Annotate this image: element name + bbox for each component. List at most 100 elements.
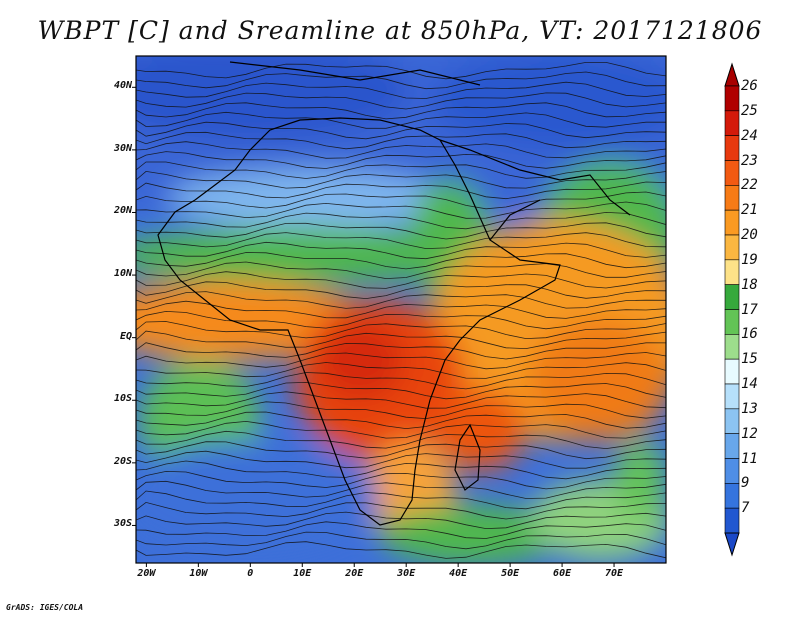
colorbar-label: 11 [741,450,758,467]
colorbar-swatch [724,358,740,385]
streamline [136,111,666,129]
colorbar-swatch [724,383,740,410]
colorbar-label: 12 [741,425,758,442]
lon-label: 70E [605,568,624,579]
lon-label: 30E [397,568,416,579]
colorbar-swatch [724,160,740,186]
streamline [136,362,666,379]
streamline [136,420,666,439]
streamline [136,201,666,219]
streamline [136,281,666,300]
streamline [136,211,666,230]
lat-label: 30N [113,142,132,154]
grads-credit: GrADS: IGES/COLA [6,603,84,612]
colorbar-label: 13 [741,400,758,417]
streamline [136,271,666,289]
streamline [136,511,666,530]
colorbar-label: 16 [741,326,758,343]
lon-label: 10E [293,568,312,579]
streamline [136,92,666,110]
colorbar-label: 24 [741,127,758,144]
streamline [136,181,666,200]
streamline [136,531,666,550]
lat-label: 40N [113,80,132,92]
streamline [136,450,666,469]
colorbar-label: 7 [741,500,750,517]
colorbar-high-arrow [724,62,740,87]
colorbar-swatch [724,209,740,236]
streamline [136,411,666,430]
streamline [136,151,666,169]
colorbar-label: 17 [741,301,758,318]
map-title: WBPT [C] and Sreamline at 850hPa, VT: 20… [37,16,763,45]
streamline [136,232,666,250]
colorbar-label: 14 [741,376,758,392]
lon-label: 50E [501,568,520,579]
colorbar-swatch [724,309,740,335]
colorbar-swatch [724,433,740,459]
lon-label: 60E [553,568,572,579]
streamline [136,121,666,140]
streamline [136,460,666,480]
streamline [136,81,666,99]
lon-label: 20W [137,568,156,579]
lat-label: 30S [113,518,132,530]
streamline [136,470,666,490]
colorbar-swatch [724,135,740,161]
lat-label: 10S [113,393,132,405]
colorbar-swatch [724,483,740,509]
streamline [136,291,666,309]
streamline [136,342,666,360]
colorbar-label: 15 [741,351,758,368]
streamline [136,401,666,420]
streamline [136,501,666,520]
colorbar-swatch [724,110,740,136]
streamline [136,252,666,270]
map-frame [135,55,667,564]
streamline [136,310,666,330]
lat-label: 10N [113,268,132,280]
streamline [136,141,666,159]
colorbar-swatch [724,458,740,484]
streamline [136,521,666,539]
colorbar-label: 19 [741,251,758,268]
colorbar-label: 18 [741,276,758,293]
lon-label: 40E [449,568,468,579]
colorbar-label: 20 [741,227,758,243]
colorbar-label: 9 [741,475,750,492]
lat-label: EQ [119,330,132,342]
streamline [136,430,666,450]
colorbar-swatch [724,185,740,211]
streamline [136,71,666,90]
colorbar-swatch [724,259,740,285]
colorbar-swatch [724,234,740,261]
streamline [136,241,666,260]
streamline [136,441,666,460]
colorbar-label: 26 [741,78,758,94]
lat-label: 20S [113,455,132,467]
streamline [136,62,666,80]
colorbar-swatch [724,408,740,434]
lon-label: 20E [345,568,364,579]
lon-label: 0 [247,568,254,579]
streamline [136,131,666,150]
streamline [136,261,666,280]
wbpt-field [136,56,666,563]
colorbar-swatch [724,507,740,534]
streamline [136,372,666,390]
streamline [136,170,666,189]
streamline [136,352,666,370]
streamline [136,191,666,210]
streamline [136,102,666,120]
colorbar-swatch [724,284,740,310]
colorbar-low-arrow [724,532,740,557]
colorbar-label: 25 [741,102,758,119]
colorbar-label: 21 [741,202,758,219]
streamline [136,541,666,559]
lon-label: 10W [189,568,208,579]
colorbar-label: 23 [741,152,758,169]
coastlines [157,61,631,526]
streamline [136,161,666,179]
streamline [136,330,666,350]
